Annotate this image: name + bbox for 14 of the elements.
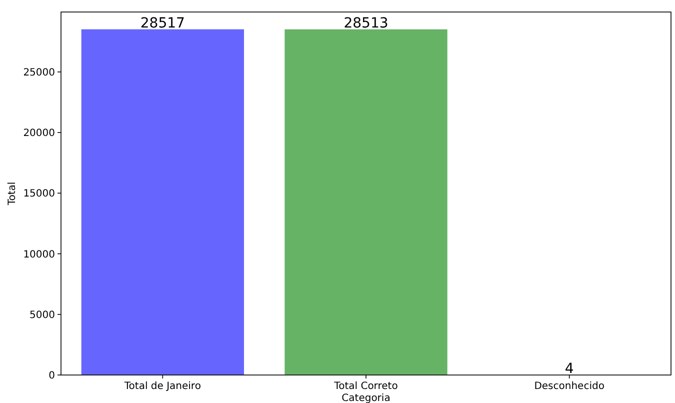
- y-tick-label: 0: [48, 370, 55, 382]
- y-axis-title: Total: [7, 182, 18, 206]
- x-tick-label: Desconhecido: [534, 381, 604, 392]
- x-tick-label: Total Correto: [333, 381, 398, 392]
- data-label: 28517: [140, 15, 185, 32]
- data-label: 28513: [344, 15, 388, 32]
- y-tick-label: 10000: [23, 249, 55, 260]
- y-tick-label: 5000: [30, 310, 55, 321]
- x-axis-title: Categoria: [342, 393, 390, 403]
- y-tick-label: 25000: [23, 67, 55, 78]
- x-tick-label: Total de Janeiro: [123, 381, 201, 392]
- data-label: 4: [564, 360, 574, 377]
- y-tick-label: 20000: [23, 128, 55, 140]
- y-tick-label: 15000: [23, 188, 55, 200]
